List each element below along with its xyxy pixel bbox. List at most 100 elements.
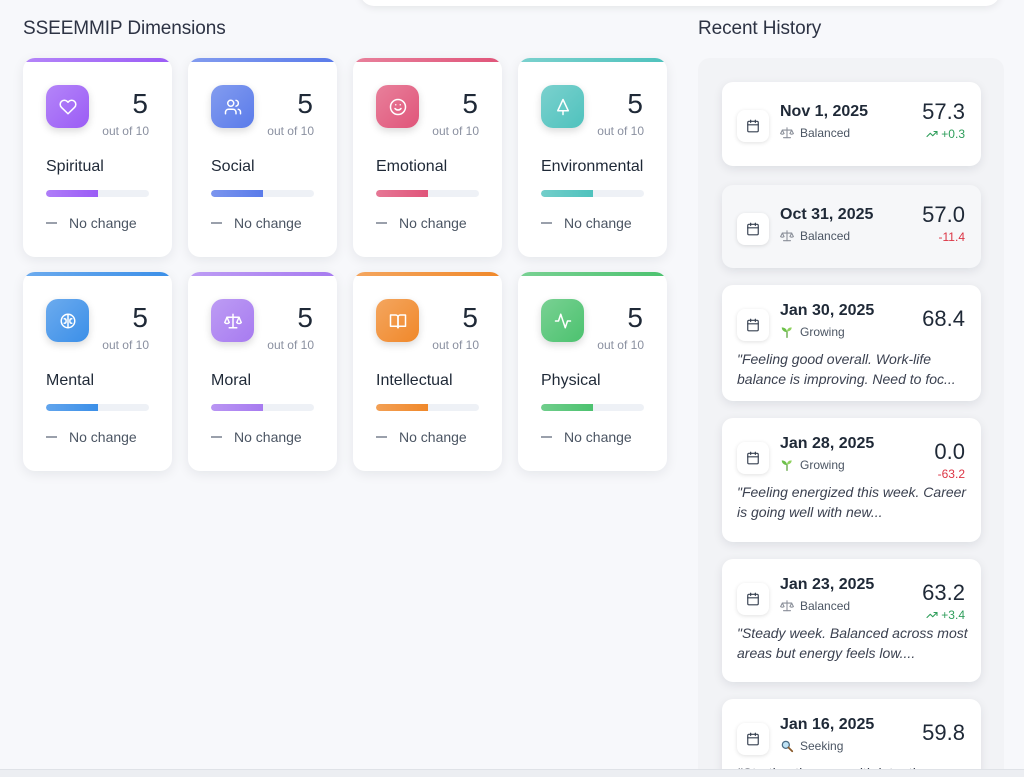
- dimension-score: 5: [297, 88, 313, 119]
- dimensions-grid: 5 out of 10 Spiritual No change 5 out of…: [23, 58, 668, 471]
- history-date: Nov 1, 2025: [780, 103, 869, 120]
- dimension-name: Environmental: [541, 158, 644, 175]
- history-delta-value: -63.2: [937, 467, 965, 481]
- history-delta: -11.4: [939, 230, 965, 244]
- history-state-label: Growing: [800, 458, 845, 472]
- dimension-score: 5: [297, 302, 313, 333]
- brain-icon: [46, 299, 89, 342]
- calendar-icon: [737, 213, 769, 245]
- history-state-label: Growing: [800, 325, 845, 339]
- dimension-progress-bar: [541, 190, 644, 197]
- dimensions-title: SSEEMMIP Dimensions: [23, 18, 226, 39]
- dimension-progress-bar: [211, 404, 314, 411]
- history-delta-value: +0.3: [941, 127, 965, 141]
- history-entry[interactable]: Jan 28, 2025 Growing 0.0 -63.2 "Feeling e…: [722, 418, 981, 542]
- history-state: Balanced: [780, 229, 850, 243]
- dimension-score: 5: [627, 88, 643, 119]
- history-entry[interactable]: Jan 16, 2025 Seeking 59.8 "Starting the …: [722, 699, 981, 777]
- history-date: Jan 28, 2025: [780, 435, 875, 452]
- dimension-name: Mental: [46, 372, 95, 389]
- dimension-name: Social: [211, 158, 255, 175]
- dimension-score-scale: out of 10: [597, 124, 644, 138]
- calendar-icon: [737, 110, 769, 142]
- calendar-icon: [737, 309, 769, 341]
- dimension-score: 5: [132, 302, 148, 333]
- dimension-change-label: No change: [234, 429, 302, 445]
- dimension-progress-bar: [46, 190, 149, 197]
- seedling-icon: [780, 458, 794, 472]
- history-delta: +0.3: [926, 127, 965, 141]
- scale-icon: [780, 229, 794, 243]
- dimension-score-scale: out of 10: [432, 338, 479, 352]
- dimension-change-label: No change: [564, 429, 632, 445]
- history-date: Jan 16, 2025: [780, 716, 875, 733]
- calendar-icon: [737, 442, 769, 474]
- history-entry[interactable]: Jan 23, 2025 Balanced 63.2 +3.4 "Steady w…: [722, 559, 981, 682]
- dimension-name: Spiritual: [46, 158, 104, 175]
- dimension-card-mental[interactable]: 5 out of 10 Mental No change: [23, 272, 172, 471]
- dimension-card-emotional[interactable]: 5 out of 10 Emotional No change: [353, 58, 502, 257]
- history-note: "Feeling energized this week. Career is …: [737, 484, 967, 520]
- dimension-progress-bar: [376, 404, 479, 411]
- dimension-progress-bar: [541, 404, 644, 411]
- dimension-progress-fill: [46, 190, 98, 197]
- minus-icon: [46, 436, 57, 438]
- card-accent-bar: [23, 58, 172, 62]
- minus-icon: [376, 436, 387, 438]
- history-note: "Feeling good overall. Work-life balance…: [737, 351, 956, 387]
- dimension-change: No change: [211, 215, 302, 231]
- history-state-label: Seeking: [800, 739, 844, 753]
- minus-icon: [46, 222, 57, 224]
- dimension-score-scale: out of 10: [102, 338, 149, 352]
- dimension-progress-fill: [376, 190, 428, 197]
- history-entry[interactable]: Nov 1, 2025 Balanced 57.3 +0.3: [722, 82, 981, 166]
- card-accent-bar: [188, 58, 337, 62]
- dimension-score-scale: out of 10: [102, 124, 149, 138]
- dimension-progress-bar: [211, 190, 314, 197]
- dimension-score: 5: [627, 302, 643, 333]
- card-accent-bar: [518, 58, 667, 62]
- history-score: 57.0: [922, 202, 965, 227]
- history-date: Oct 31, 2025: [780, 206, 874, 223]
- dimension-score: 5: [132, 88, 148, 119]
- history-note: "Steady week. Balanced across most areas…: [737, 625, 968, 661]
- minus-icon: [211, 222, 222, 224]
- dimension-card-moral[interactable]: 5 out of 10 Moral No change: [188, 272, 337, 471]
- dimension-card-social[interactable]: 5 out of 10 Social No change: [188, 58, 337, 257]
- dimension-change: No change: [376, 429, 467, 445]
- history-entry[interactable]: Oct 31, 2025 Balanced 57.0 -11.4: [722, 185, 981, 268]
- history-state-label: Balanced: [800, 126, 851, 140]
- dimension-name: Emotional: [376, 158, 448, 175]
- dimension-progress-fill: [541, 190, 593, 197]
- activity-icon: [541, 299, 584, 342]
- history-score: 68.4: [922, 306, 965, 331]
- calendar-icon: [737, 723, 769, 755]
- tree-icon: [541, 85, 584, 128]
- calendar-icon: [737, 583, 769, 615]
- dimension-score: 5: [462, 302, 478, 333]
- dimension-card-physical[interactable]: 5 out of 10 Physical No change: [518, 272, 667, 471]
- smile-icon: [376, 85, 419, 128]
- history-score: 0.0: [934, 439, 965, 464]
- history-title: Recent History: [698, 18, 822, 39]
- history-delta-value: -11.4: [938, 230, 965, 244]
- dimension-card-environmental[interactable]: 5 out of 10 Environmental No change: [518, 58, 667, 257]
- dimension-change: No change: [376, 215, 467, 231]
- users-icon: [211, 85, 254, 128]
- bottom-divider: [0, 769, 1024, 777]
- scale-icon: [780, 599, 794, 613]
- dimension-change-label: No change: [69, 215, 137, 231]
- history-state: Growing: [780, 325, 845, 339]
- history-state: Balanced: [780, 599, 850, 613]
- dimension-card-intellectual[interactable]: 5 out of 10 Intellectual No change: [353, 272, 502, 471]
- dimension-card-spiritual[interactable]: 5 out of 10 Spiritual No change: [23, 58, 172, 257]
- dimension-progress-fill: [46, 404, 98, 411]
- dimension-name: Physical: [541, 372, 601, 389]
- history-state: Growing: [780, 458, 845, 472]
- dimension-score-scale: out of 10: [267, 124, 314, 138]
- history-score: 57.3: [922, 99, 965, 124]
- dimension-score: 5: [462, 88, 478, 119]
- magnifier-icon: [780, 739, 794, 753]
- card-accent-bar: [23, 272, 172, 276]
- history-entry[interactable]: Jan 30, 2025 Growing 68.4 "Feeling good …: [722, 285, 981, 401]
